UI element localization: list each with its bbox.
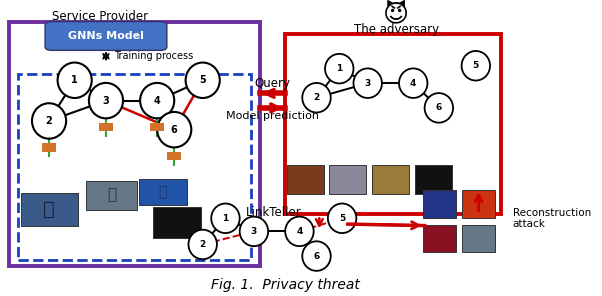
- Text: The adversary: The adversary: [353, 23, 439, 36]
- Ellipse shape: [185, 62, 220, 98]
- Bar: [415, 165, 452, 194]
- Bar: [372, 165, 409, 194]
- Ellipse shape: [462, 51, 490, 81]
- Ellipse shape: [140, 83, 174, 118]
- Text: 👥: 👥: [107, 188, 116, 202]
- Ellipse shape: [328, 204, 356, 233]
- Text: Reconstruction
attack: Reconstruction attack: [513, 207, 591, 229]
- Ellipse shape: [302, 83, 330, 112]
- Bar: [138, 179, 187, 205]
- Bar: [153, 207, 201, 238]
- Text: 6: 6: [171, 125, 178, 135]
- Text: Fig. 1.  Privacy threat: Fig. 1. Privacy threat: [211, 278, 359, 292]
- Text: LinkTeller: LinkTeller: [246, 206, 302, 219]
- Text: 2: 2: [314, 93, 320, 102]
- Text: 3: 3: [251, 227, 257, 236]
- Bar: [167, 152, 181, 160]
- Text: 1: 1: [71, 75, 78, 85]
- Text: 5: 5: [473, 61, 479, 70]
- Ellipse shape: [302, 241, 330, 271]
- Bar: [150, 123, 164, 131]
- FancyBboxPatch shape: [45, 22, 167, 50]
- Ellipse shape: [58, 62, 92, 98]
- FancyBboxPatch shape: [9, 22, 259, 266]
- Text: Query: Query: [255, 77, 291, 90]
- Bar: [99, 123, 113, 131]
- Text: 👤: 👤: [43, 200, 55, 219]
- Bar: [329, 165, 366, 194]
- Ellipse shape: [325, 54, 353, 83]
- Bar: [462, 190, 495, 218]
- Text: 6: 6: [436, 103, 442, 112]
- Text: 5: 5: [199, 75, 206, 85]
- FancyBboxPatch shape: [18, 75, 251, 260]
- Ellipse shape: [240, 217, 268, 246]
- Text: 1: 1: [336, 64, 343, 73]
- Text: GNNs Model: GNNs Model: [68, 31, 144, 41]
- Text: 4: 4: [154, 96, 161, 106]
- Ellipse shape: [157, 112, 191, 147]
- Text: Model prediction: Model prediction: [226, 111, 319, 121]
- Text: Service Provider: Service Provider: [52, 10, 148, 23]
- Bar: [423, 190, 456, 218]
- Text: 5: 5: [339, 214, 345, 223]
- Text: 1: 1: [222, 214, 229, 223]
- Ellipse shape: [211, 204, 240, 233]
- Ellipse shape: [424, 93, 453, 123]
- Ellipse shape: [188, 230, 217, 259]
- Ellipse shape: [353, 68, 382, 98]
- Text: Training process: Training process: [114, 52, 194, 62]
- Ellipse shape: [32, 103, 66, 139]
- Text: 4: 4: [296, 227, 303, 236]
- Text: 6: 6: [314, 252, 320, 260]
- Bar: [462, 225, 495, 252]
- Text: 2: 2: [200, 240, 206, 249]
- Ellipse shape: [399, 68, 427, 98]
- Bar: [20, 193, 78, 226]
- FancyBboxPatch shape: [285, 34, 501, 214]
- Text: 2: 2: [46, 116, 52, 126]
- Text: 3: 3: [102, 96, 110, 106]
- Text: 4: 4: [410, 79, 417, 88]
- Text: 😈: 😈: [383, 3, 409, 27]
- Text: 🎭: 🎭: [159, 185, 167, 199]
- Ellipse shape: [285, 217, 314, 246]
- Bar: [42, 143, 56, 152]
- Bar: [423, 225, 456, 252]
- Ellipse shape: [89, 83, 123, 118]
- Text: 3: 3: [365, 79, 371, 88]
- Bar: [287, 165, 324, 194]
- Bar: [86, 181, 137, 210]
